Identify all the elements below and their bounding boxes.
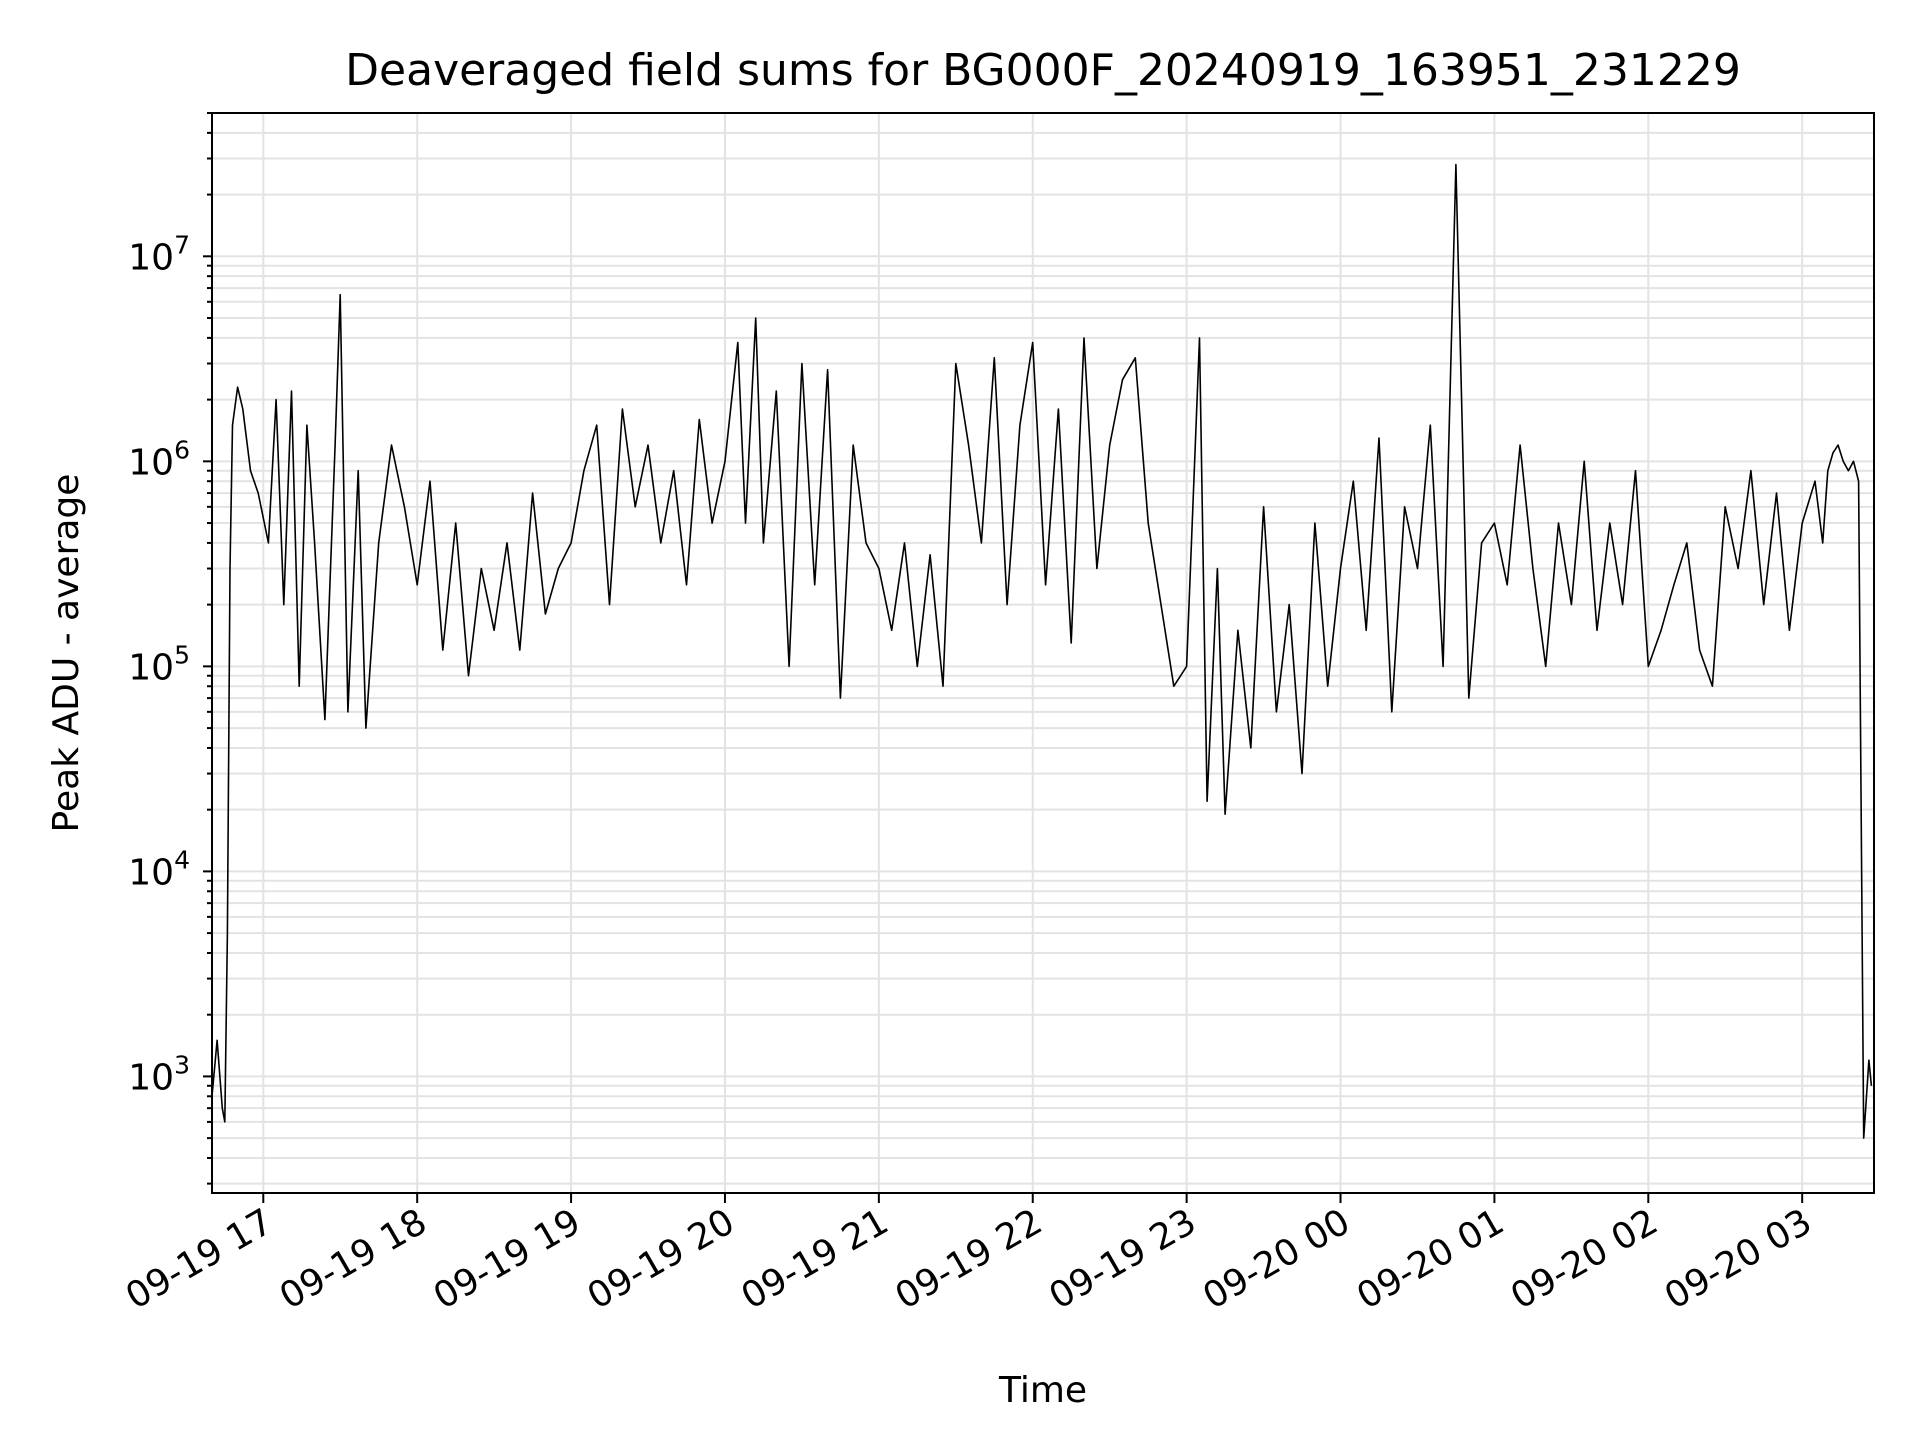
- y-tick-label: 106: [128, 435, 190, 483]
- y-tick-label-base: 10: [128, 442, 174, 483]
- series-layer: [211, 163, 1873, 1139]
- y-tick-label: 107: [128, 230, 190, 278]
- y-tick-label-base: 10: [128, 1057, 174, 1098]
- series-line: [211, 163, 1873, 1139]
- y-tick-label-exponent: 3: [174, 1050, 190, 1079]
- y-tick-label-exponent: 7: [174, 230, 190, 259]
- y-tick-label-base: 10: [128, 852, 174, 893]
- chart-title: Deaveraged field sums for BG000F_2024091…: [345, 45, 1741, 96]
- y-tick-label: 104: [128, 845, 190, 893]
- y-tick-label-base: 10: [128, 237, 174, 278]
- y-axis-label: Peak ADU - average: [46, 474, 87, 833]
- plot-area: [212, 113, 1874, 1193]
- y-tick-label: 103: [128, 1050, 190, 1098]
- y-tick-label-base: 10: [128, 647, 174, 688]
- y-tick-label: 105: [128, 640, 190, 688]
- plot-frame: [211, 112, 1875, 1194]
- y-tick-label-exponent: 5: [174, 640, 190, 669]
- grid: [212, 112, 1874, 1193]
- x-axis-label: Time: [998, 1370, 1087, 1411]
- y-tick-label-exponent: 4: [174, 845, 190, 874]
- y-tick-label-exponent: 6: [174, 435, 190, 464]
